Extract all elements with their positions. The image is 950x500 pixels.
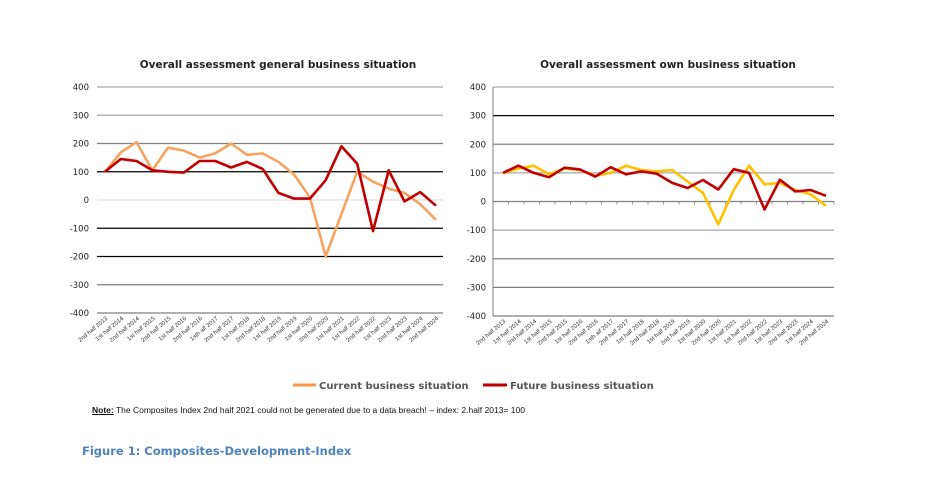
- chart-own-business-situation: Overall assessment own business situatio…: [467, 59, 835, 347]
- series-lines: [103, 140, 437, 258]
- series-line-future: [104, 145, 437, 233]
- y-tick-label: -400: [467, 312, 486, 322]
- y-tick-label: 100: [73, 168, 89, 178]
- chart-title: Overall assessment general business situ…: [140, 59, 417, 71]
- chart-general-business-situation: Overall assessment general business situ…: [70, 59, 443, 344]
- y-tick-label: 200: [470, 140, 486, 150]
- y-tick-label: 400: [73, 83, 89, 93]
- y-tick-label: -400: [70, 309, 89, 319]
- y-tick-label: 0: [481, 198, 486, 208]
- y-tick-label: 300: [73, 111, 89, 121]
- y-tick-label: -200: [70, 253, 89, 263]
- figure-caption: Figure 1: Composites-Development-Index: [82, 444, 352, 458]
- y-tick-label: -200: [467, 255, 486, 265]
- footnote: Note: The Composites Index 2nd half 2021…: [92, 405, 525, 415]
- y-tick-label: 400: [470, 83, 486, 93]
- y-tick-label: -300: [70, 281, 89, 291]
- footnote-label: Note:: [92, 405, 114, 415]
- legend: Current business situation Future busine…: [293, 381, 654, 392]
- y-tick-label: 0: [84, 196, 89, 206]
- series-line-current: [103, 140, 437, 258]
- y-tick-label: -100: [70, 224, 89, 234]
- y-tick-label: -300: [467, 283, 486, 293]
- series-lines: [502, 164, 827, 226]
- chart-title: Overall assessment own business situatio…: [540, 59, 796, 71]
- legend-label-future: Future business situation: [510, 381, 654, 392]
- y-tick-label: 300: [470, 112, 486, 122]
- grid-lines: [97, 86, 443, 314]
- y-tick-label: 200: [73, 140, 89, 150]
- legend-label-current: Current business situation: [319, 381, 469, 392]
- series-line-future: [502, 164, 827, 211]
- y-tick-label: 100: [470, 169, 486, 179]
- grid-lines: [492, 86, 835, 317]
- y-tick-label: -100: [467, 226, 486, 236]
- y-axis: 400 300 200 100 0 -100 -200 -300 -400: [467, 83, 486, 322]
- y-axis: 400 300 200 100 0 -100 -200 -300 -400: [70, 83, 89, 319]
- footnote-text: The Composites Index 2nd half 2021 could…: [113, 405, 525, 415]
